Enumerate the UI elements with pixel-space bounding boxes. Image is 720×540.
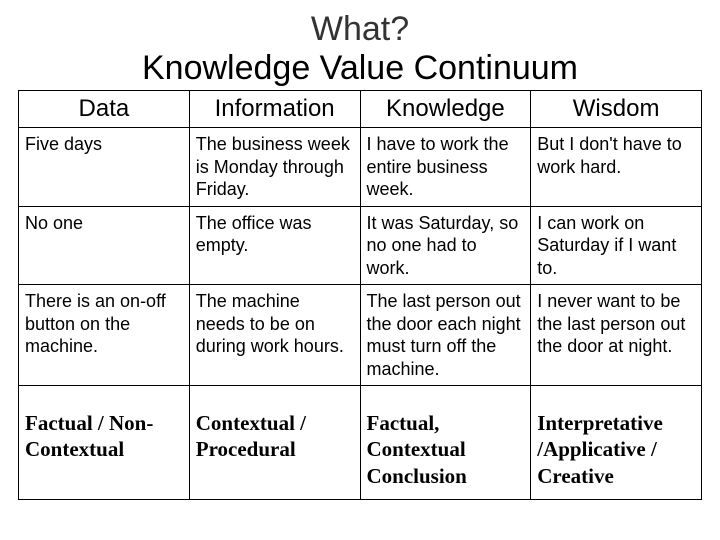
cell: I have to work the entire business week. — [360, 128, 531, 207]
cell: But I don't have to work hard. — [531, 128, 702, 207]
continuum-table: Data Information Knowledge Wisdom Five d… — [18, 90, 702, 500]
header-wisdom: Wisdom — [531, 91, 702, 128]
cell: Five days — [19, 128, 190, 207]
cell: It was Saturday, so no one had to work. — [360, 206, 531, 285]
header-row: Data Information Knowledge Wisdom — [19, 91, 702, 128]
cell: There is an on-off button on the machine… — [19, 285, 190, 386]
summary-cell: Interpretative /Applicative / Creative — [531, 386, 702, 500]
cell: The machine needs to be on during work h… — [189, 285, 360, 386]
table-row: There is an on-off button on the machine… — [19, 285, 702, 386]
cell: I can work on Saturday if I want to. — [531, 206, 702, 285]
title-block: What? Knowledge Value Continuum — [18, 10, 702, 88]
header-information: Information — [189, 91, 360, 128]
title-line1: What? — [18, 10, 702, 49]
cell: The business week is Monday through Frid… — [189, 128, 360, 207]
summary-cell: Factual, Contextual Conclusion — [360, 386, 531, 500]
summary-row: Factual / Non-Contextual Contextual / Pr… — [19, 386, 702, 500]
header-knowledge: Knowledge — [360, 91, 531, 128]
summary-cell: Factual / Non-Contextual — [19, 386, 190, 500]
cell: The office was empty. — [189, 206, 360, 285]
cell: No one — [19, 206, 190, 285]
title-line2: Knowledge Value Continuum — [18, 49, 702, 88]
header-data: Data — [19, 91, 190, 128]
summary-cell: Contextual / Procedural — [189, 386, 360, 500]
table-row: Five days The business week is Monday th… — [19, 128, 702, 207]
table-row: No one The office was empty. It was Satu… — [19, 206, 702, 285]
cell: The last person out the door each night … — [360, 285, 531, 386]
cell: I never want to be the last person out t… — [531, 285, 702, 386]
